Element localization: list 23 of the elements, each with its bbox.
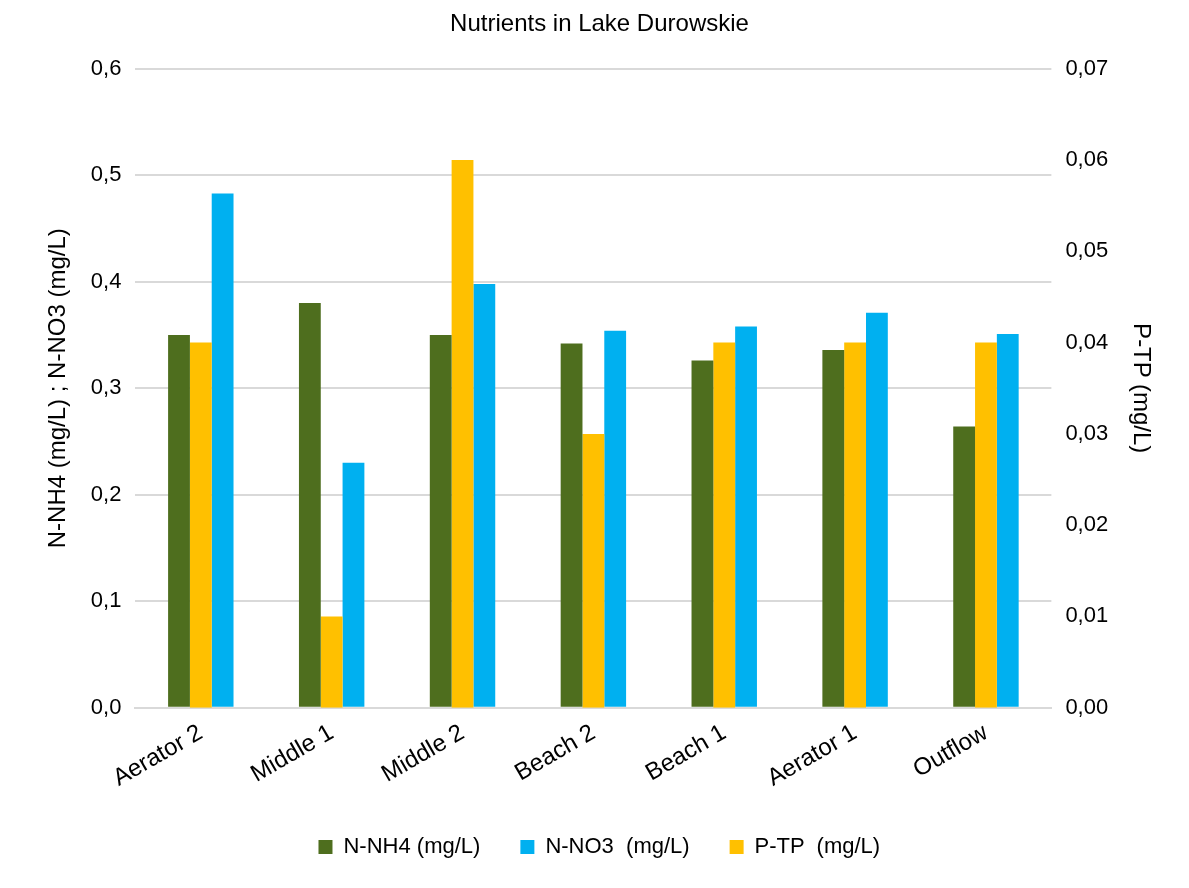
y-tick-label: 0,6	[90, 54, 122, 80]
y-tick-label: 0,3	[90, 374, 122, 400]
y2-tick-label: 0,06	[1065, 146, 1109, 172]
legend-label: N-NH4 (mg/L)	[343, 833, 481, 859]
legend-label: N-NO3 (mg/L)	[545, 833, 690, 859]
y2-tick-label: 0,00	[1065, 693, 1109, 719]
y-tick-label: 0,1	[90, 587, 122, 613]
y2-tick-label: 0,02	[1065, 511, 1109, 537]
y2-tick-label: 0,04	[1065, 328, 1109, 354]
y2-axis-title: P-TP (mg/L)	[1128, 323, 1156, 454]
y2-tick-label: 0,05	[1065, 237, 1109, 263]
bar	[298, 303, 321, 707]
y-tick-label: 0,0	[90, 693, 122, 719]
y-tick-label: 0,5	[90, 161, 122, 187]
y-tick-label: 0,4	[90, 267, 122, 293]
chart-title: Nutrients in Lake Durowskie	[450, 9, 749, 37]
legend-label: P-TP (mg/L)	[754, 833, 881, 859]
y2-tick-label: 0,03	[1065, 419, 1109, 445]
y2-tick-label: 0,01	[1065, 602, 1109, 628]
y2-tick-label: 0,07	[1065, 54, 1109, 80]
y-axis-title: N-NH4 (mg/L) ; N-NO3 (mg/L)	[43, 228, 71, 549]
bar	[342, 462, 365, 707]
y-tick-label: 0,2	[90, 480, 122, 506]
